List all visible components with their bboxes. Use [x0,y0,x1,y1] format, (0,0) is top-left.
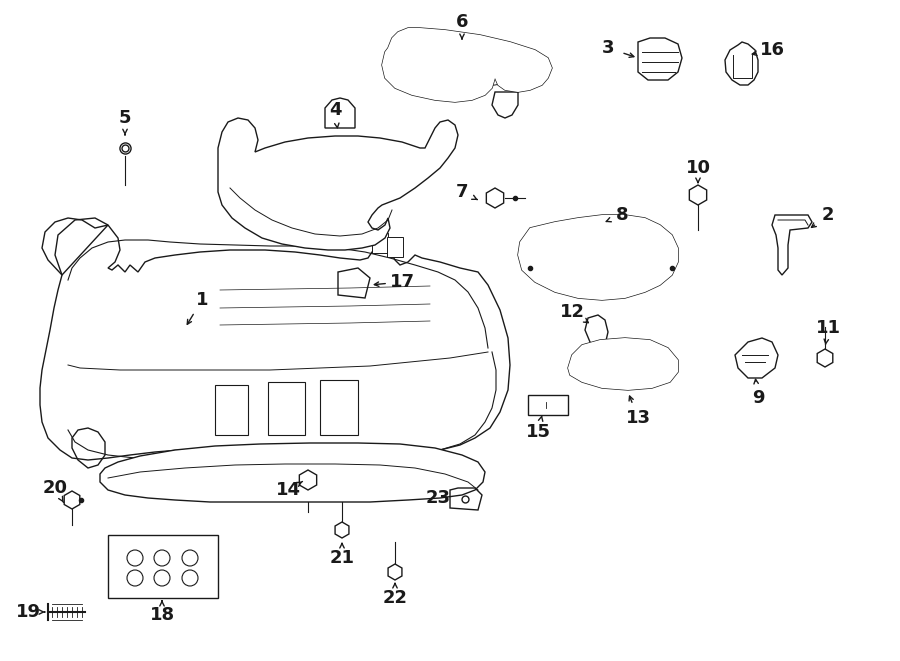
Polygon shape [325,98,355,128]
Text: 7: 7 [455,183,468,201]
Text: 8: 8 [616,206,628,224]
Polygon shape [108,535,218,598]
Circle shape [154,570,170,586]
Polygon shape [450,488,482,510]
Text: 18: 18 [149,606,175,624]
Polygon shape [100,443,485,502]
Text: 17: 17 [390,273,415,291]
Text: 23: 23 [426,489,451,507]
Text: 5: 5 [119,109,131,127]
Polygon shape [335,522,349,538]
Polygon shape [268,382,305,435]
Text: 13: 13 [626,409,651,427]
Circle shape [127,570,143,586]
Polygon shape [72,428,105,468]
Polygon shape [585,315,608,348]
Polygon shape [568,338,678,390]
Text: 3: 3 [602,39,614,57]
Text: 22: 22 [382,589,408,607]
Text: 10: 10 [686,159,710,177]
Text: 6: 6 [455,13,468,31]
Text: 11: 11 [815,319,841,337]
Polygon shape [64,491,80,509]
Polygon shape [725,42,758,85]
Polygon shape [40,218,510,460]
Polygon shape [372,233,388,253]
Polygon shape [528,395,568,415]
Text: 21: 21 [329,549,355,567]
Polygon shape [689,185,706,205]
Polygon shape [518,215,678,300]
Circle shape [154,550,170,566]
Text: 19: 19 [15,603,40,621]
Polygon shape [42,218,108,275]
Polygon shape [492,92,518,118]
Polygon shape [388,564,402,580]
Text: 20: 20 [42,479,68,497]
Polygon shape [817,349,833,367]
Text: 9: 9 [752,389,764,407]
Polygon shape [638,38,682,80]
Text: 2: 2 [822,206,834,224]
Polygon shape [735,338,778,378]
Text: 4: 4 [328,101,341,119]
Text: 12: 12 [560,303,584,321]
Polygon shape [382,28,552,102]
Polygon shape [300,470,317,490]
Polygon shape [320,380,358,435]
Polygon shape [338,268,370,298]
Text: 1: 1 [196,291,208,309]
Circle shape [182,550,198,566]
Polygon shape [486,188,504,208]
Circle shape [127,550,143,566]
Text: 16: 16 [760,41,785,59]
Polygon shape [387,237,403,257]
Text: 14: 14 [275,481,301,499]
Polygon shape [218,118,458,250]
Polygon shape [215,385,248,435]
Circle shape [182,570,198,586]
Text: 15: 15 [526,423,551,441]
Polygon shape [772,215,812,275]
